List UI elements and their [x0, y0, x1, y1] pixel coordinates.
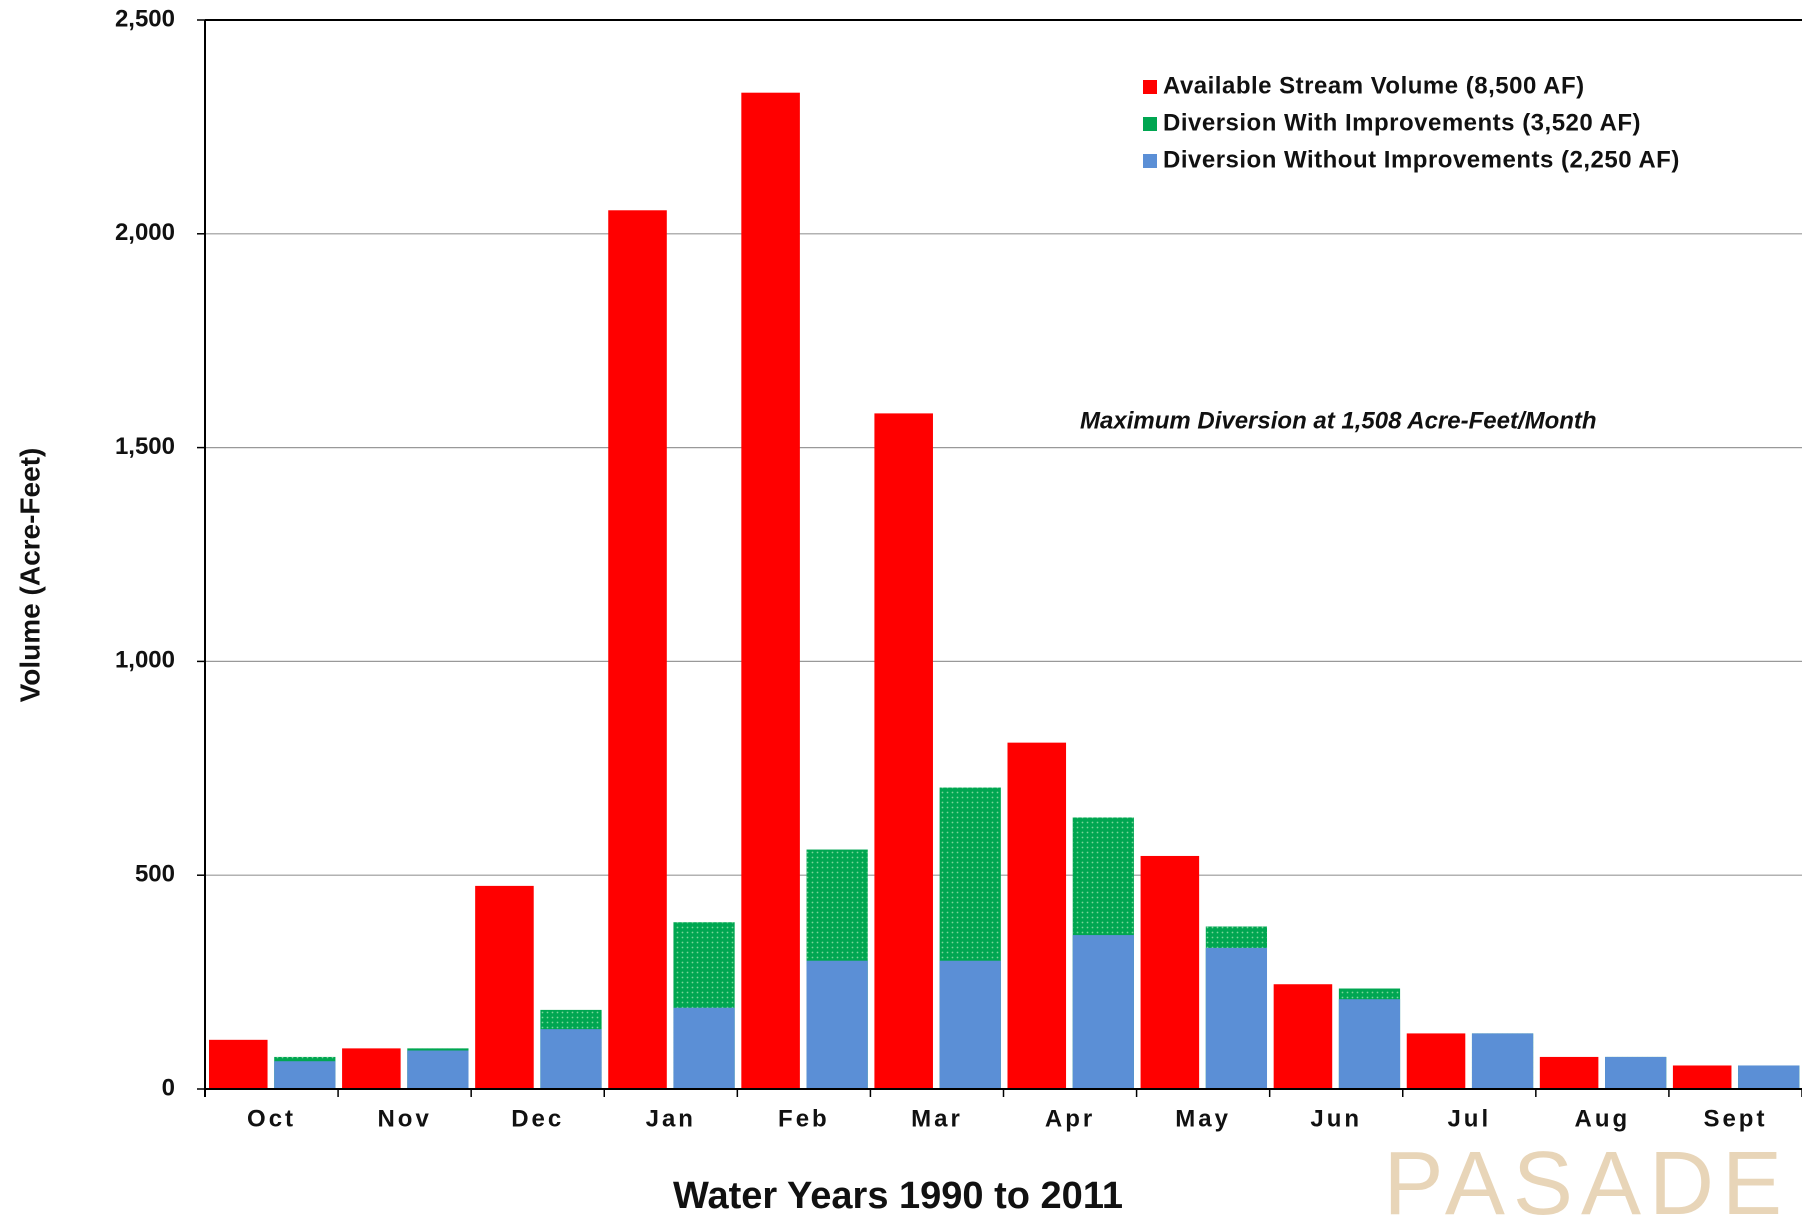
bar	[1539, 1056, 1599, 1089]
y-tick-label: 1,500	[115, 433, 175, 460]
x-tick-label: Dec	[511, 1105, 564, 1132]
x-axis-label: Water Years 1990 to 2011	[673, 1175, 1123, 1217]
x-tick-label: Apr	[1045, 1105, 1095, 1132]
x-tick-label: Nov	[377, 1105, 431, 1132]
legend-swatch	[1143, 117, 1157, 131]
x-tick-label: Jun	[1310, 1105, 1362, 1132]
bar	[1338, 999, 1401, 1089]
bar	[1738, 1065, 1800, 1089]
x-tick-label: May	[1175, 1105, 1231, 1132]
bar	[1273, 984, 1333, 1089]
y-tick-label: 1,000	[115, 647, 175, 674]
legend-label: Diversion Without Improvements (2,250 AF…	[1163, 146, 1680, 173]
watermark: PASADE	[1384, 1134, 1790, 1217]
bar	[608, 210, 667, 1090]
bar	[1471, 1033, 1534, 1089]
bar	[673, 1007, 735, 1089]
legend-label: Diversion With Improvements (3,520 AF)	[1163, 109, 1641, 136]
bar	[1072, 935, 1134, 1089]
bar	[1672, 1065, 1732, 1089]
bar	[342, 1048, 401, 1089]
bar	[741, 92, 800, 1089]
x-tick-label: Oct	[247, 1105, 296, 1132]
legend-swatch	[1143, 154, 1157, 168]
bar	[407, 1050, 469, 1089]
y-tick-label: 0	[162, 1074, 175, 1101]
y-tick-label: 500	[135, 861, 175, 888]
x-tick-label: Jul	[1447, 1105, 1491, 1132]
y-tick-label: 2,500	[115, 5, 175, 32]
x-tick-label: Sept	[1703, 1105, 1767, 1132]
annotation: Maximum Diversion at 1,508 Acre-Feet/Mon…	[1080, 407, 1597, 434]
bar	[274, 1061, 336, 1089]
bar	[806, 960, 868, 1089]
bar	[1605, 1056, 1667, 1089]
bar	[939, 960, 1001, 1089]
y-tick-label: 2,000	[115, 219, 175, 246]
y-axis-label: Volume (Acre-Feet)	[14, 448, 45, 703]
bar	[1406, 1033, 1466, 1089]
x-tick-label: Mar	[911, 1105, 963, 1132]
bar	[1140, 855, 1200, 1089]
bar	[1007, 742, 1067, 1089]
bar	[540, 1029, 602, 1089]
x-tick-label: Feb	[778, 1105, 830, 1132]
legend-label: Available Stream Volume (8,500 AF)	[1163, 72, 1585, 99]
bar	[208, 1039, 268, 1089]
legend-swatch	[1143, 80, 1157, 94]
bar	[1205, 947, 1268, 1089]
bar	[475, 885, 534, 1089]
x-tick-label: Aug	[1575, 1105, 1631, 1132]
x-tick-label: Jan	[646, 1105, 696, 1132]
bar	[874, 413, 933, 1090]
